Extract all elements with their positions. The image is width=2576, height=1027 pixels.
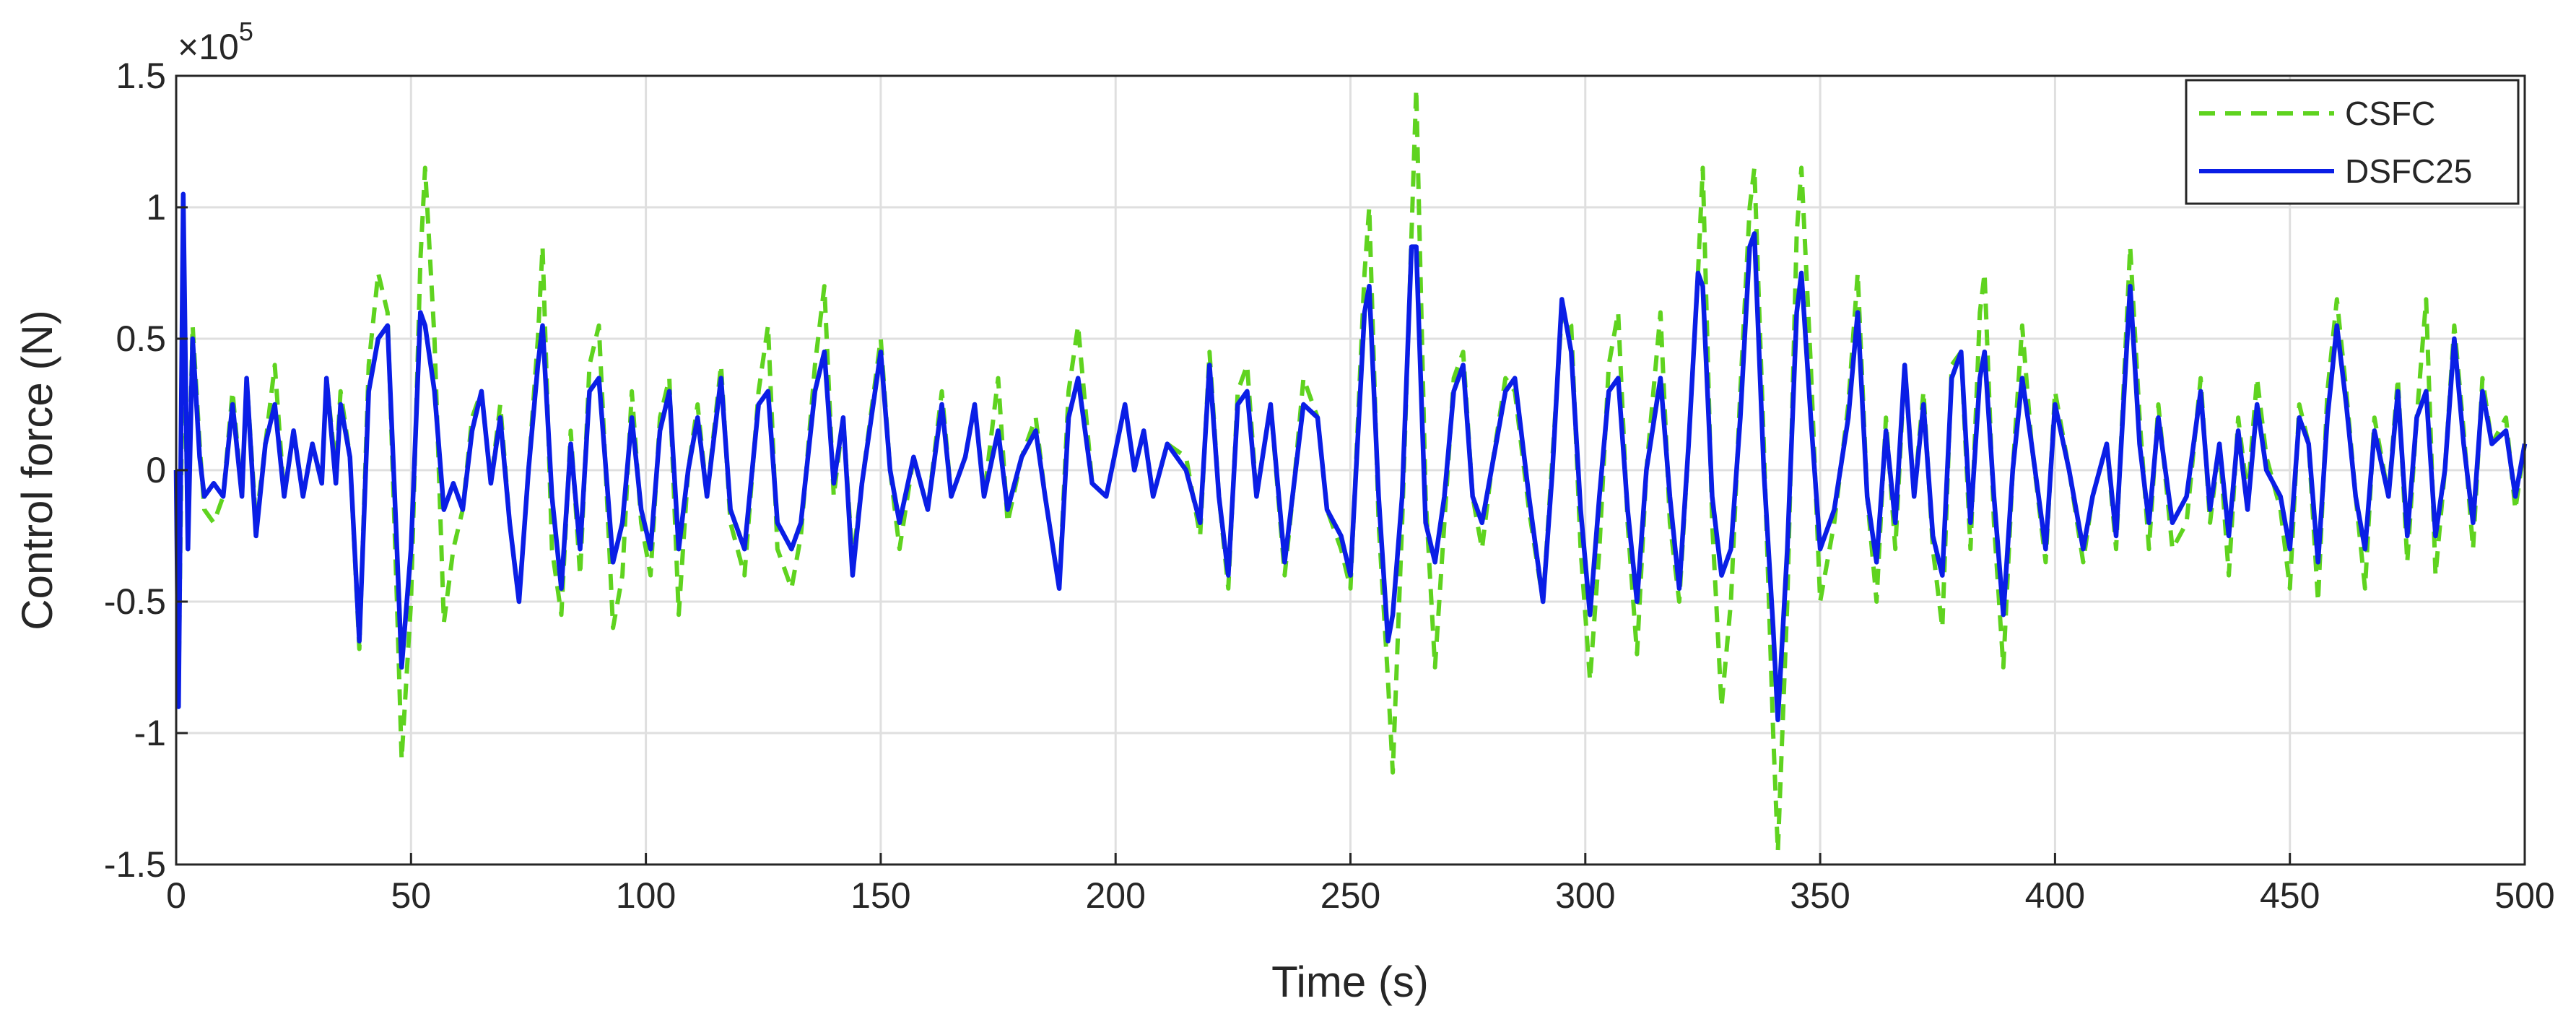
x-tick-label: 100	[616, 875, 676, 916]
x-tick-label: 300	[1555, 875, 1615, 916]
series-line	[173, 191, 2528, 723]
legend: CSFC DSFC25	[2185, 79, 2520, 205]
y-tick-label: 0.5	[116, 318, 166, 359]
x-tick-label: 200	[1085, 875, 1145, 916]
y-tick-label: -1.5	[104, 844, 166, 885]
legend-box	[2185, 79, 2520, 205]
x-tick-label: 50	[391, 875, 431, 916]
x-tick-label: 250	[1320, 875, 1380, 916]
legend-label: CSFC	[2345, 95, 2435, 132]
y-multiplier-base: ×10	[178, 27, 239, 67]
lines-layer	[173, 87, 2528, 854]
y-tick-label: -0.5	[104, 581, 166, 622]
x-tick-label: 500	[2494, 875, 2554, 916]
y-tick-label: 1	[146, 187, 166, 228]
x-tick-label: 350	[1790, 875, 1850, 916]
y-multiplier-exponent: 5	[239, 17, 253, 46]
y-multiplier: ×105	[178, 17, 253, 67]
legend-label: DSFC25	[2345, 152, 2472, 190]
y-axis-label: Control force (N)	[13, 310, 61, 630]
y-tick-label: -1	[134, 713, 166, 753]
x-axis-label: Time (s)	[1271, 958, 1429, 1006]
x-tick-label: 0	[166, 875, 186, 916]
x-tick-label: 150	[850, 875, 910, 916]
x-tick-label: 450	[2260, 875, 2320, 916]
axes-box	[175, 74, 2526, 866]
x-tick-label: 400	[2025, 875, 2085, 916]
y-tick-label: 0	[146, 450, 166, 490]
axes-layer: 0 50 100 150 200 250 300 350 400 450 500 -1.5 -1 -0.5…	[104, 56, 2555, 916]
y-tick-label: 1.5	[116, 56, 166, 96]
